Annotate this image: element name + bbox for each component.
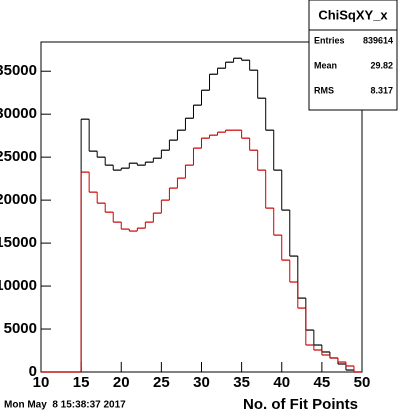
y-tick-label: 0 <box>29 363 37 380</box>
y-tick-label: 10000 <box>0 277 37 294</box>
y-tick-label: 25000 <box>0 148 37 165</box>
stats-value: 839614 <box>363 35 393 45</box>
timestamp: Mon May 8 15:38:37 2017 <box>4 400 126 411</box>
stats-value: 29.82 <box>370 60 393 70</box>
y-tick-label: 5000 <box>4 320 37 337</box>
x-tick-label: 35 <box>233 374 250 391</box>
y-tick-label: 15000 <box>0 234 37 251</box>
x-axis-label: No. of Fit Points <box>243 396 358 413</box>
x-tick-label: 30 <box>193 374 210 391</box>
stats-label: RMS <box>314 85 334 95</box>
stats-value: 8.317 <box>370 85 393 95</box>
x-tick-label: 45 <box>314 374 331 391</box>
x-tick-label: 15 <box>73 374 90 391</box>
x-tick-label: 40 <box>273 374 290 391</box>
x-tick-label: 50 <box>354 374 371 391</box>
x-tick-label: 20 <box>113 374 130 391</box>
stats-label: Entries <box>314 35 345 45</box>
x-tick-label: 10 <box>33 374 50 391</box>
y-tick-label: 35000 <box>0 62 37 79</box>
stats-title: ChiSqXY_x <box>318 7 388 22</box>
stats-box <box>308 0 398 111</box>
x-tick-label: 25 <box>153 374 170 391</box>
y-tick-label: 30000 <box>0 105 37 122</box>
stats-label: Mean <box>314 60 337 70</box>
y-tick-label: 20000 <box>0 191 37 208</box>
